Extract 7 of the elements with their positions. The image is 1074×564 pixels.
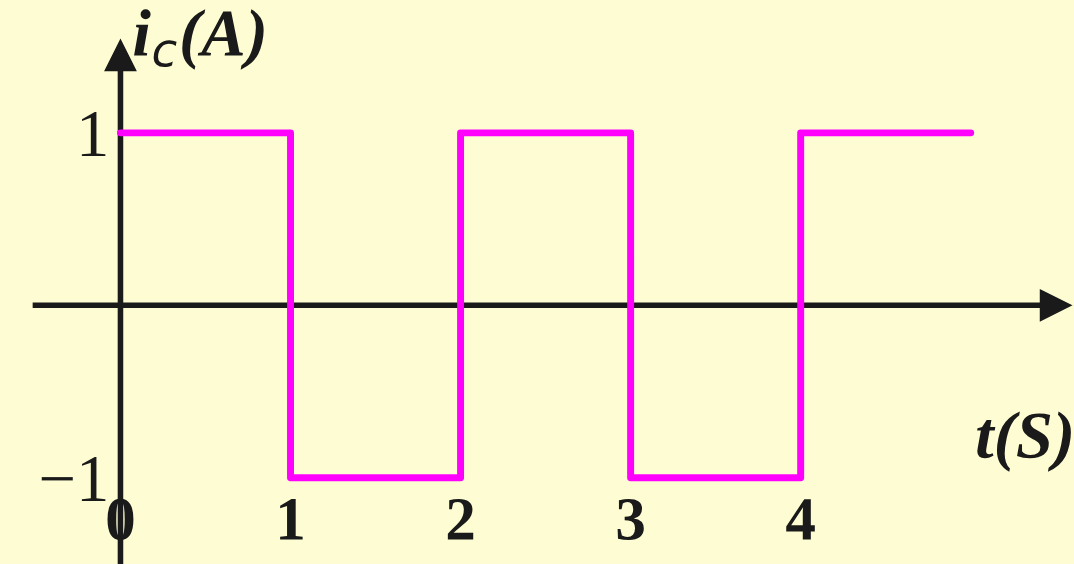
x-tick-label: 1 <box>280 499 303 540</box>
y-axis-title: i$_{c}$(A) <box>134 9 264 70</box>
x-tick-label: 2 <box>447 498 474 540</box>
x-tick-label: 3 <box>617 498 644 540</box>
x-tick-label: 4 <box>786 499 815 540</box>
y-tick-label: −1 <box>41 456 106 501</box>
x-axis-title: t(S) <box>977 411 1071 472</box>
